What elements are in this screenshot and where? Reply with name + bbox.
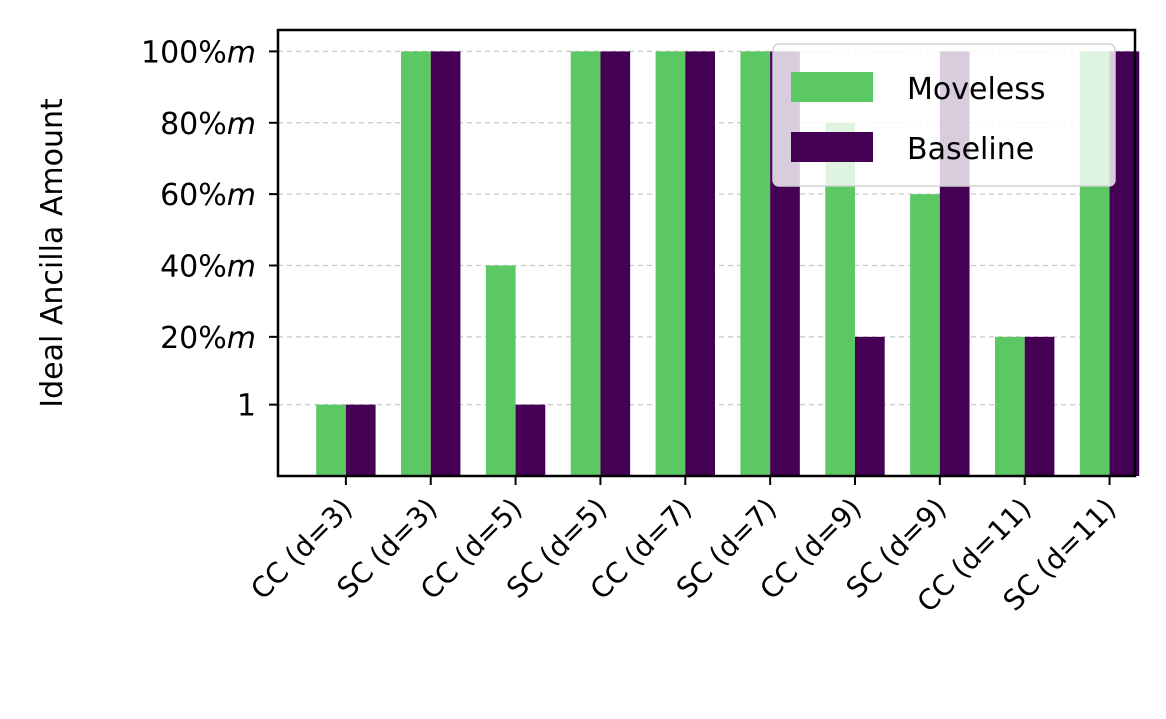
y-tick-value: 20% xyxy=(160,321,227,356)
bar-moveless-3 xyxy=(570,51,601,477)
bar-baseline-0 xyxy=(345,404,376,476)
bar-baseline-6 xyxy=(854,336,885,476)
y-tick-label: 1 xyxy=(237,389,256,424)
legend: Moveless Baseline xyxy=(772,43,1116,187)
legend-label-baseline: Baseline xyxy=(907,132,1034,167)
legend-swatch-baseline xyxy=(791,132,873,162)
bar-moveless-7 xyxy=(910,194,940,477)
y-axis-label: Ideal Ancilla Amount xyxy=(35,98,70,408)
y-tick-value: 80% xyxy=(160,107,227,142)
bar-moveless-1 xyxy=(401,51,431,477)
bar-baseline-2 xyxy=(515,404,546,476)
y-tick-value: 60% xyxy=(160,178,227,213)
bar-baseline-1 xyxy=(430,51,461,477)
bar-baseline-4 xyxy=(685,51,715,477)
y-tick-unit: m xyxy=(227,107,256,142)
y-tick-value: 100% xyxy=(141,35,227,70)
y-tick-unit: m xyxy=(227,321,256,356)
bar-moveless-0 xyxy=(316,404,346,476)
y-tick-label: 20%m xyxy=(160,321,256,356)
y-tick-label: 60%m xyxy=(160,178,256,213)
plot-frame xyxy=(276,28,1137,478)
bar-moveless-4 xyxy=(655,51,686,477)
y-tick-label: 80%m xyxy=(160,107,256,142)
bar-moveless-8 xyxy=(994,336,1025,476)
legend-swatch-moveless xyxy=(791,72,873,102)
bar-moveless-2 xyxy=(485,265,516,476)
bar-baseline-3 xyxy=(600,51,631,477)
y-tick-unit: m xyxy=(227,249,256,284)
y-tick-value: 1 xyxy=(237,389,256,424)
bars xyxy=(316,51,1140,477)
bar-baseline-8 xyxy=(1024,336,1055,476)
x-axis: CC (d=3)SC (d=3)CC (d=5)SC (d=5)CC (d=7)… xyxy=(244,476,1122,619)
bar-moveless-5 xyxy=(740,51,771,477)
y-tick-value: 40% xyxy=(160,249,227,284)
legend-label-moveless: Moveless xyxy=(907,72,1046,107)
y-tick-unit: m xyxy=(227,35,256,70)
y-tick-unit: m xyxy=(227,178,256,213)
y-tick-label: 40%m xyxy=(160,249,256,284)
y-tick-label: 100%m xyxy=(141,35,256,70)
